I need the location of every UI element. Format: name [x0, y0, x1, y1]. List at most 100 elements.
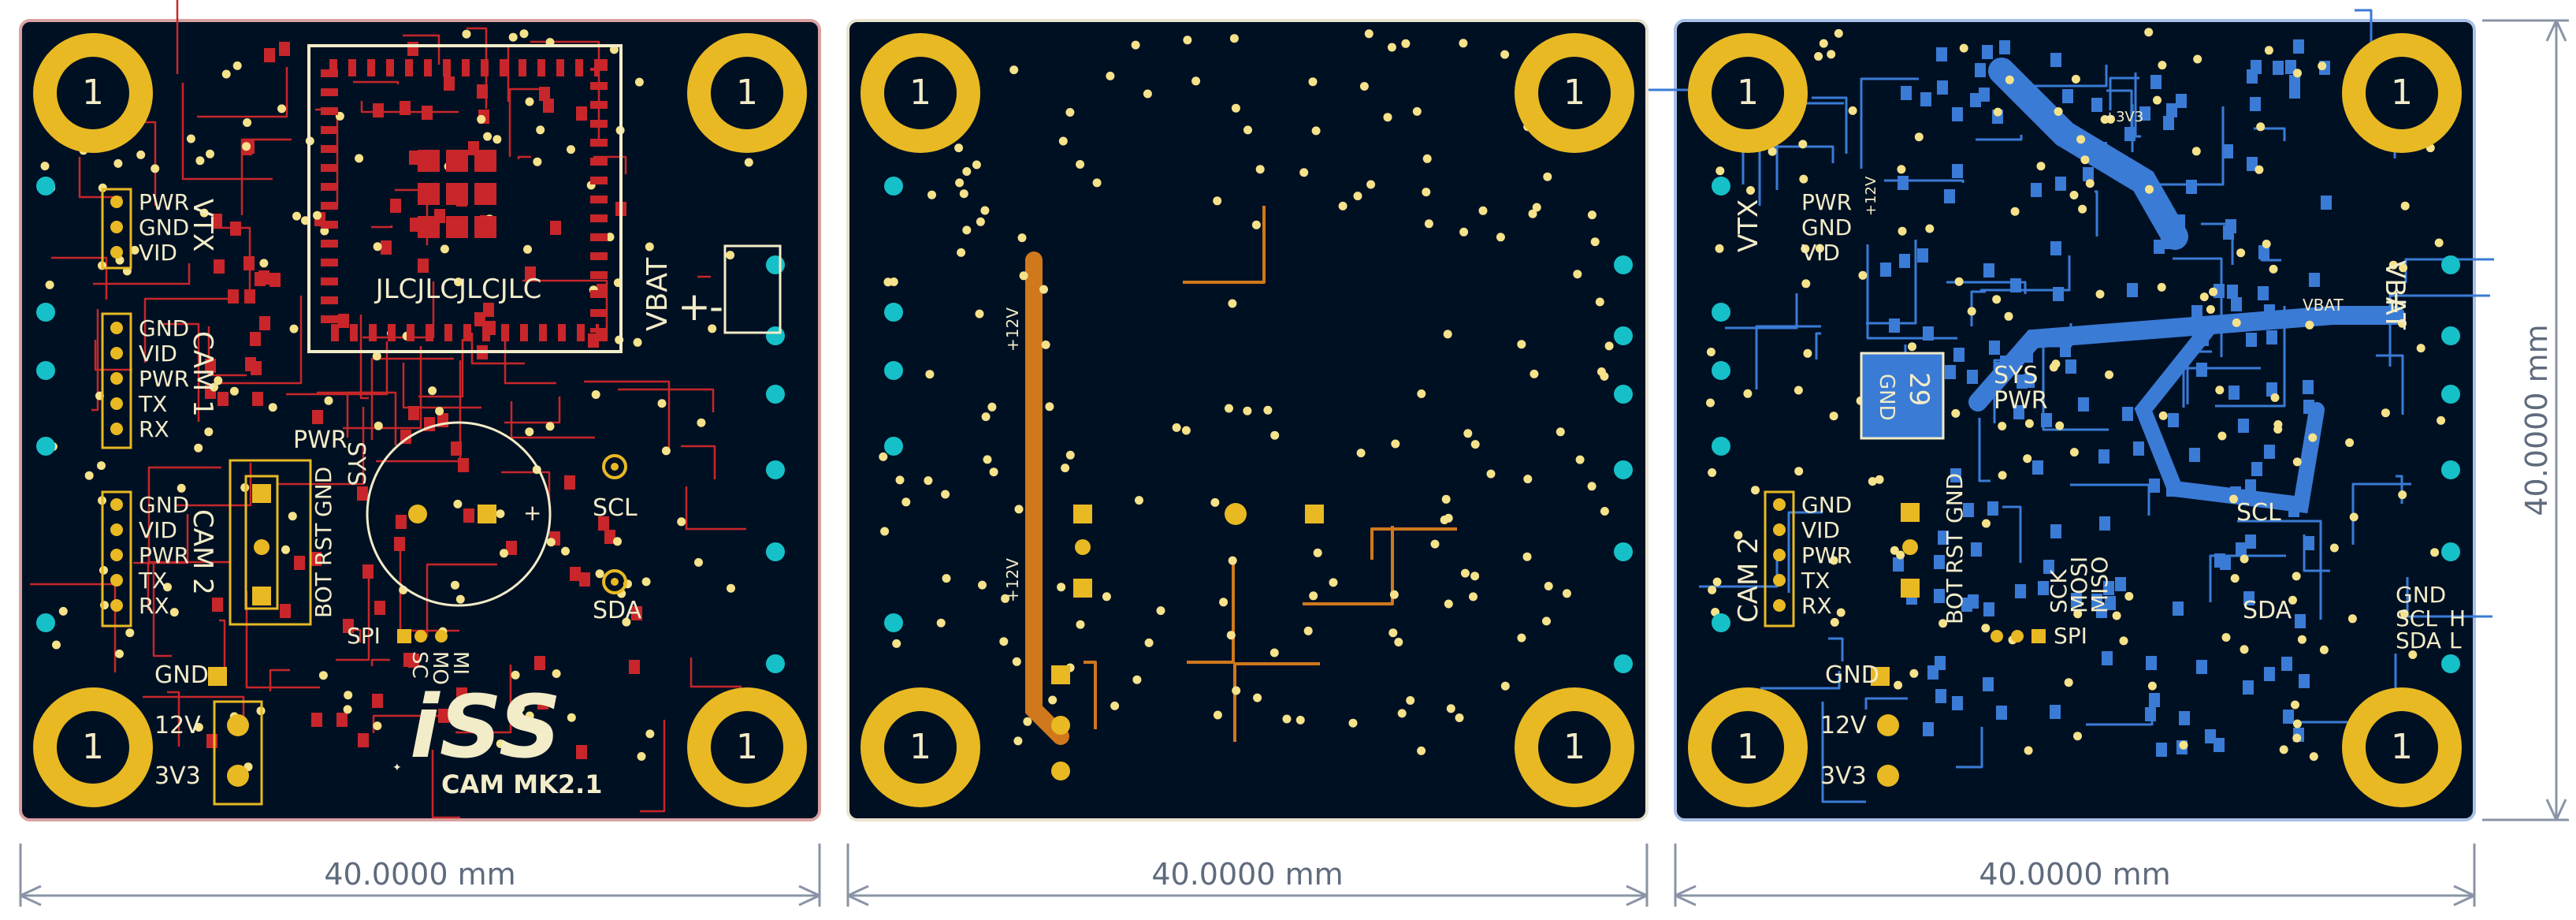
svg-text:1: 1 — [1563, 73, 1585, 113]
vtx-title: VTX — [187, 199, 218, 251]
via-large — [1614, 542, 1633, 561]
copper-trace — [510, 401, 595, 439]
via — [2288, 595, 2297, 605]
back-sda-label: SDA — [2243, 597, 2292, 624]
smd-pad — [2266, 330, 2277, 345]
via — [2398, 490, 2407, 500]
via — [1308, 77, 1318, 87]
via-large — [36, 437, 55, 456]
via — [1801, 279, 1811, 289]
via — [125, 628, 135, 638]
smd-pad — [1934, 555, 1945, 569]
via — [694, 557, 703, 567]
via-large — [2441, 326, 2460, 345]
via — [634, 77, 644, 87]
via — [1530, 369, 1539, 378]
via-large — [766, 255, 785, 274]
via — [2240, 554, 2249, 564]
via — [1092, 178, 1102, 188]
smd-pad — [343, 619, 354, 633]
smd-pad — [372, 694, 383, 708]
back-l-label: L — [2449, 628, 2462, 654]
via — [1048, 695, 1058, 705]
via — [1023, 717, 1032, 726]
via — [2273, 425, 2283, 434]
dimension-back: 40.0000 mm — [1674, 844, 2476, 907]
cam2-pin-gnd: GND — [139, 492, 189, 518]
smd-pad — [212, 598, 223, 612]
via-large — [1614, 460, 1633, 479]
smd-pad — [2133, 441, 2144, 456]
via — [1801, 244, 1810, 254]
copper-trace — [336, 572, 370, 661]
via — [1270, 430, 1280, 440]
via — [962, 167, 972, 176]
copper-trace — [1866, 240, 1917, 325]
via — [1191, 76, 1201, 86]
copper-trace — [1187, 562, 1235, 664]
back-sck-label: SCK — [2046, 569, 2072, 613]
via — [2157, 282, 2166, 292]
via — [2262, 240, 2271, 248]
smd-pad — [2264, 304, 2275, 318]
via — [1523, 475, 1533, 484]
via — [277, 104, 286, 114]
smd-pad — [2050, 241, 2061, 255]
via — [1417, 389, 1426, 398]
copper-trace — [91, 309, 99, 412]
via — [525, 427, 534, 437]
via — [2292, 733, 2302, 743]
via — [221, 69, 231, 79]
back-cam2-title: CAM 2 — [1733, 537, 1764, 623]
dimension-front: 40.0000 mm — [19, 844, 821, 907]
copper-trace — [522, 279, 608, 340]
copper-trace — [176, 0, 179, 74]
cam2-pin-vid: VID — [139, 517, 177, 543]
via — [1295, 715, 1305, 724]
vbat-label: VBAT — [641, 257, 674, 331]
via — [1562, 589, 1571, 598]
copper-trace — [584, 380, 671, 451]
via — [1768, 147, 1777, 156]
via — [169, 608, 179, 617]
back-vias — [1706, 28, 2460, 762]
smd-pad — [408, 654, 419, 668]
via — [1045, 402, 1054, 412]
smd-pad — [311, 713, 322, 727]
back-vbat-net: VBAT — [2303, 296, 2344, 315]
back-mcu-chip: 29 GND — [1860, 352, 1945, 440]
via — [288, 512, 297, 521]
back-spi-header: SCK MOSI MISO SPI — [1991, 557, 2113, 649]
via — [204, 427, 214, 437]
smd-pad — [537, 695, 548, 710]
via — [2236, 248, 2246, 258]
via — [1500, 681, 1510, 691]
vtx-pin-gnd: GND — [139, 214, 189, 240]
via — [1898, 226, 1907, 236]
via — [1868, 477, 1877, 486]
via — [1543, 172, 1552, 181]
via — [1183, 35, 1192, 45]
via — [1229, 34, 1239, 43]
vtx-pin-pwr: PWR — [139, 189, 189, 215]
via — [2004, 311, 2013, 321]
via — [987, 402, 997, 412]
smd-pad — [1934, 589, 1945, 603]
back-copper-view: 29 GND 1 1 1 1 VTX PWR GND VID — [1649, 9, 2494, 821]
via-large — [2441, 542, 2460, 561]
via-large — [1712, 613, 1730, 632]
smd-pad — [1936, 47, 1947, 61]
smd-pad — [2071, 593, 2082, 607]
via — [1587, 210, 1597, 220]
via — [2049, 363, 2058, 372]
via — [2279, 745, 2288, 754]
via — [941, 490, 950, 499]
copper-trace — [2376, 354, 2404, 415]
via — [1058, 136, 1068, 146]
via — [1460, 568, 1470, 578]
via — [622, 617, 631, 627]
via — [373, 721, 382, 731]
front-copper-traces — [30, 0, 746, 819]
smd-pad — [214, 259, 225, 274]
via — [1131, 40, 1140, 50]
